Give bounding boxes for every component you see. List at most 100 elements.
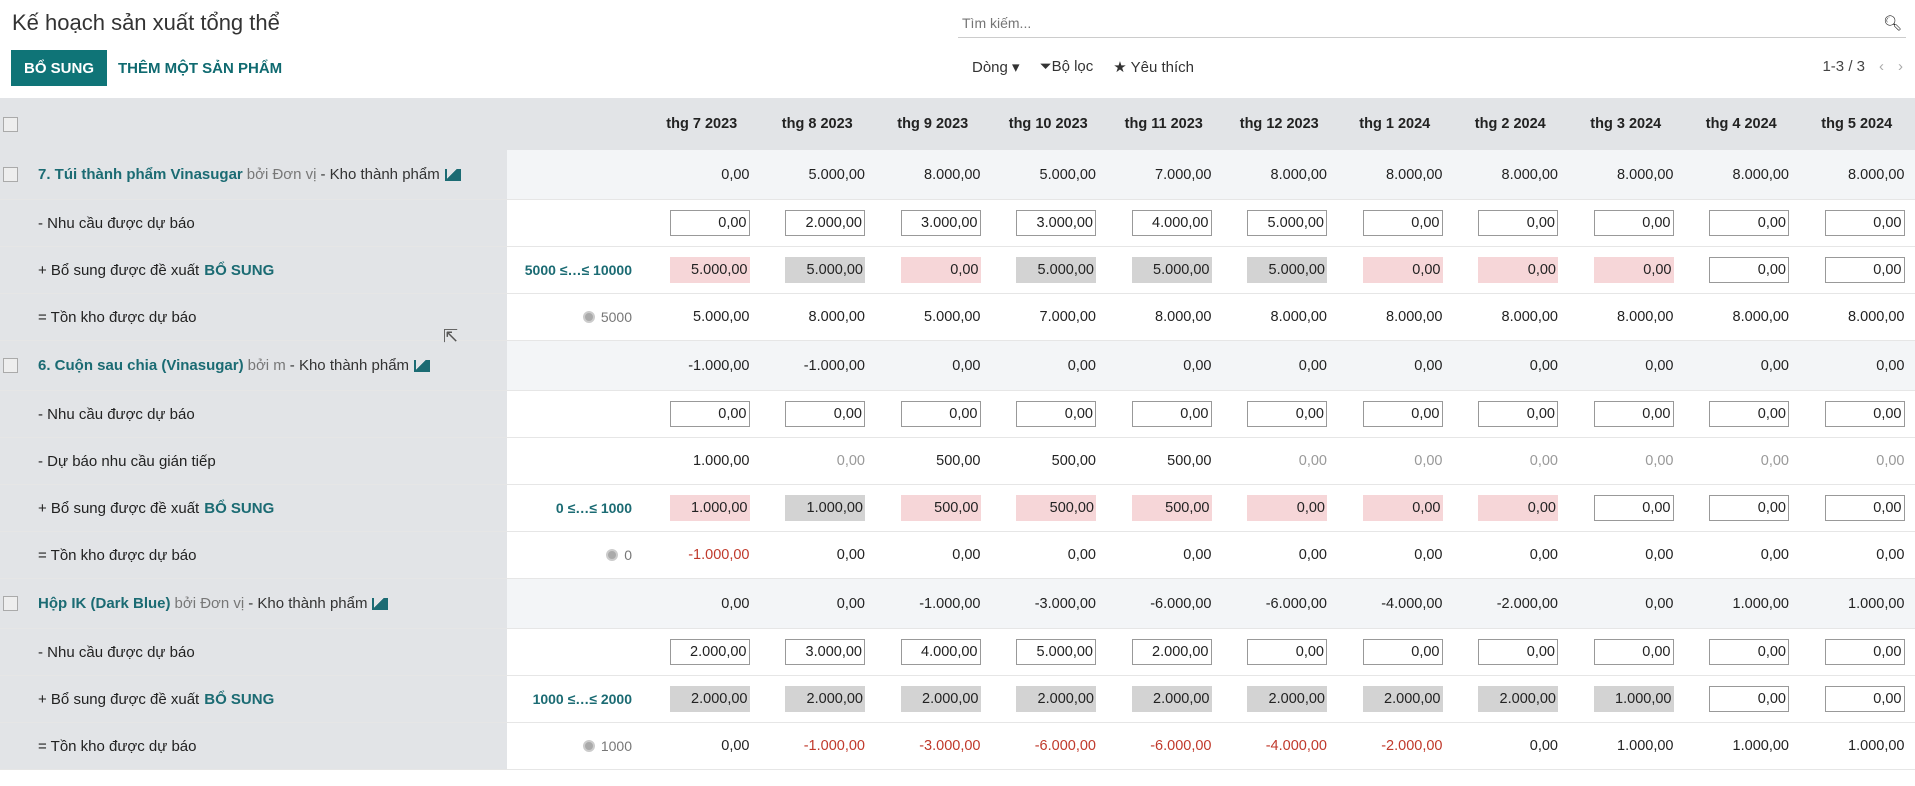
replenish-quantity-cell[interactable]: 5.000,00 [669, 257, 750, 283]
replenish-row-button[interactable]: BỔ SUNG [204, 499, 275, 517]
chevron-left-icon[interactable]: ‹ [1879, 58, 1884, 75]
replenish-quantity-cell[interactable]: 2.000,00 [1362, 686, 1443, 712]
product-total-cell: -1.000,00 [759, 341, 875, 390]
quantity-input[interactable]: 0,00 [1478, 639, 1558, 665]
min-max-range-link[interactable]: 5000 ≤…≤ 10000 [524, 262, 632, 278]
quantity-input[interactable]: 0,00 [1709, 257, 1789, 283]
safety-stock[interactable]: 1000 [507, 723, 644, 769]
replenish-button[interactable]: BỔ SUNG [11, 50, 107, 86]
replenish-quantity-cell[interactable]: 2.000,00 [900, 686, 981, 712]
replenish-quantity-cell[interactable]: 5.000,00 [1131, 257, 1212, 283]
quantity-input[interactable]: 0,00 [1362, 210, 1443, 236]
quantity-input[interactable]: 0,00 [1824, 401, 1905, 427]
replenish-quantity-cell[interactable]: 1.000,00 [669, 495, 750, 521]
quantity-input[interactable]: 5.000,00 [1016, 639, 1096, 665]
quantity-input[interactable]: 0,00 [1478, 401, 1558, 427]
quantity-input[interactable]: 0,00 [669, 210, 750, 236]
quantity-input[interactable]: 0,00 [1709, 210, 1789, 236]
replenish-quantity-cell[interactable]: 2.000,00 [1478, 686, 1558, 712]
quantity-input[interactable]: 0,00 [1824, 257, 1905, 283]
replenish-quantity-cell[interactable]: 500,00 [1131, 495, 1212, 521]
quantity-input[interactable]: 0,00 [1593, 401, 1674, 427]
replenish-quantity-cell[interactable]: 0,00 [1593, 257, 1674, 283]
product-checkbox[interactable] [3, 167, 18, 182]
quantity-input[interactable]: 3.000,00 [1016, 210, 1096, 236]
replenish-quantity-cell[interactable]: 5.000,00 [1016, 257, 1096, 283]
quantity-input[interactable]: 3.000,00 [785, 639, 865, 665]
replenish-quantity-cell[interactable]: 2.000,00 [1131, 686, 1212, 712]
safety-stock[interactable]: 0 [507, 532, 644, 578]
replenish-quantity-cell[interactable]: 2.000,00 [1247, 686, 1327, 712]
month-cell: 0,00 [1684, 676, 1800, 722]
replenish-quantity-cell[interactable]: 1.000,00 [1593, 686, 1674, 712]
quantity-input[interactable]: 0,00 [1709, 639, 1789, 665]
replenish-quantity-cell[interactable]: 1.000,00 [785, 495, 865, 521]
quantity-input[interactable]: 2.000,00 [669, 639, 750, 665]
replenish-quantity-cell[interactable]: 2.000,00 [669, 686, 750, 712]
product-name-link[interactable]: 6. Cuộn sau chia (Vinasugar) [38, 357, 244, 374]
product-total-cell: 0,00 [1568, 579, 1684, 628]
quantity-input[interactable]: 0,00 [1016, 401, 1096, 427]
quantity-input[interactable]: 0,00 [1824, 639, 1905, 665]
replenish-row-button[interactable]: BỔ SUNG [204, 261, 275, 279]
search-input[interactable] [962, 14, 1808, 31]
month-cell: 0,00 [1453, 247, 1569, 293]
filter-button[interactable]: ⏷Bộ lọc [1040, 58, 1094, 76]
quantity-input[interactable]: 0,00 [1593, 639, 1674, 665]
quantity-input[interactable]: 0,00 [1709, 686, 1789, 712]
forecast-chart-icon[interactable] [414, 359, 431, 372]
quantity-input[interactable]: 0,00 [1362, 401, 1443, 427]
quantity-input[interactable]: 2.000,00 [785, 210, 865, 236]
rows-dropdown[interactable]: Dòng ▾ [972, 58, 1020, 76]
replenish-quantity-cell[interactable]: 500,00 [1016, 495, 1096, 521]
quantity-input[interactable]: 4.000,00 [1131, 210, 1212, 236]
forecast-chart-icon[interactable] [444, 168, 461, 181]
replenish-quantity-cell[interactable]: 5.000,00 [1247, 257, 1327, 283]
forecast-chart-icon[interactable] [372, 597, 389, 610]
quantity-input[interactable]: 0,00 [1247, 401, 1327, 427]
quantity-input[interactable]: 0,00 [1593, 210, 1674, 236]
product-name-link[interactable]: Hộp IK (Dark Blue) [38, 595, 171, 612]
quantity-input[interactable]: 0,00 [1247, 639, 1327, 665]
search-icon[interactable]: 🔍︎ [1882, 14, 1902, 32]
replenish-quantity-cell[interactable]: 0,00 [1478, 257, 1558, 283]
replenish-quantity-cell[interactable]: 2.000,00 [785, 686, 865, 712]
favorites-button[interactable]: ★ Yêu thích [1113, 58, 1194, 76]
product-name-link[interactable]: 7. Túi thành phẩm Vinasugar [38, 166, 243, 183]
replenish-quantity-cell[interactable]: 0,00 [1362, 257, 1443, 283]
quantity-input[interactable]: 3.000,00 [900, 210, 981, 236]
quantity-input[interactable]: 2.000,00 [1131, 639, 1212, 665]
quantity-input[interactable]: 0,00 [1593, 495, 1674, 521]
quantity-input[interactable]: 0,00 [1824, 495, 1905, 521]
quantity-input[interactable]: 0,00 [1478, 210, 1558, 236]
safety-stock[interactable]: 5000 [507, 294, 644, 340]
quantity-input[interactable]: 0,00 [1824, 210, 1905, 236]
product-checkbox[interactable] [3, 358, 18, 373]
product-checkbox[interactable] [3, 596, 18, 611]
quantity-input[interactable]: 4.000,00 [900, 639, 981, 665]
pager-value[interactable]: 1-3 / 3 [1822, 58, 1865, 75]
quantity-input[interactable]: 0,00 [1362, 639, 1443, 665]
quantity-input[interactable]: 0,00 [1709, 495, 1789, 521]
quantity-input[interactable]: 0,00 [900, 401, 981, 427]
replenish-quantity-cell[interactable]: 500,00 [900, 495, 981, 521]
quantity-input[interactable]: 0,00 [1709, 401, 1789, 427]
replenish-quantity-cell[interactable]: 0,00 [900, 257, 981, 283]
replenish-quantity-cell[interactable]: 0,00 [1362, 495, 1443, 521]
min-max-range-link[interactable]: 0 ≤…≤ 1000 [555, 500, 632, 516]
replenish-quantity-cell[interactable]: 2.000,00 [1016, 686, 1096, 712]
quantity-input[interactable]: 0,00 [1131, 401, 1212, 427]
replenish-quantity-cell[interactable]: 0,00 [1478, 495, 1558, 521]
quantity-input[interactable]: 0,00 [1824, 686, 1905, 712]
replenish-row-button[interactable]: BỔ SUNG [204, 690, 275, 708]
replenish-quantity-cell[interactable]: 0,00 [1247, 495, 1327, 521]
quantity-input[interactable]: 0,00 [785, 401, 865, 427]
add-product-button[interactable]: THÊM MỘT SẢN PHẨM [118, 59, 283, 77]
quantity-input[interactable]: 5.000,00 [1247, 210, 1327, 236]
min-max-range-link[interactable]: 1000 ≤…≤ 2000 [532, 691, 632, 707]
replenish-quantity-cell[interactable]: 5.000,00 [785, 257, 865, 283]
month-cell: 0,00 [1568, 247, 1684, 293]
quantity-input[interactable]: 0,00 [669, 401, 750, 427]
select-all-checkbox[interactable] [3, 116, 18, 132]
chevron-right-icon[interactable]: › [1898, 58, 1903, 75]
